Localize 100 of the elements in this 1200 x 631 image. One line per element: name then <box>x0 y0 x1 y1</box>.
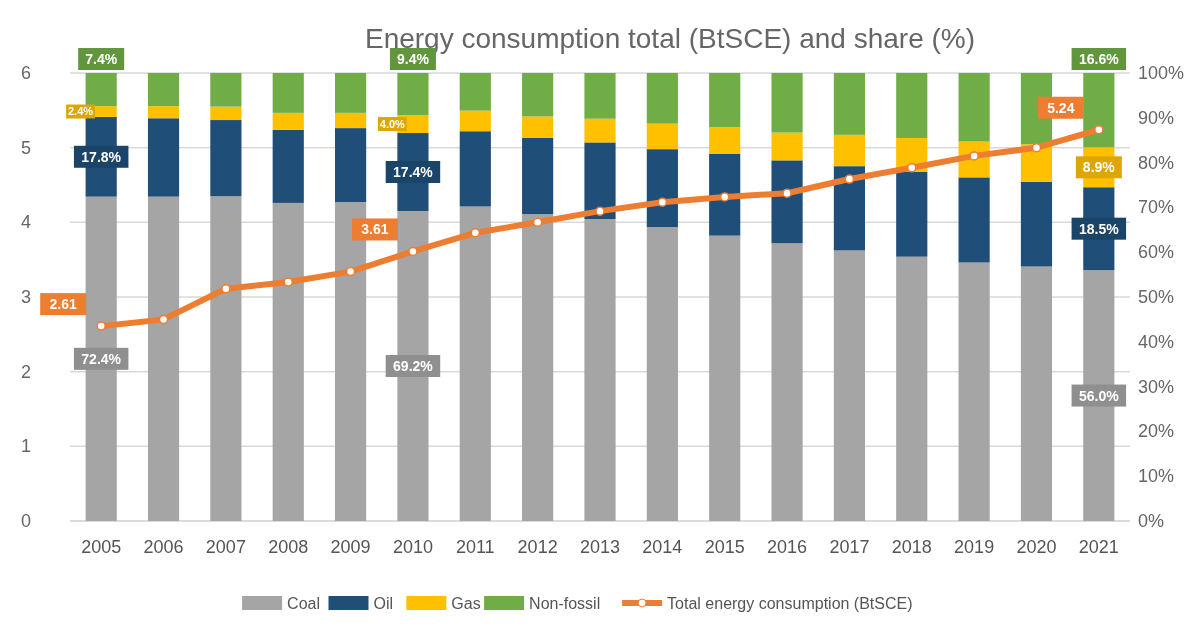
y2-tick-label: 90% <box>1138 107 1175 128</box>
bar <box>646 73 678 124</box>
bar <box>896 256 928 521</box>
point <box>470 228 481 238</box>
bar <box>522 116 554 138</box>
y2-tick-label: 70% <box>1138 197 1175 218</box>
legend-label: Gas <box>451 595 481 612</box>
chart-title: Energy consumption total (BtSCE) and share (%) <box>364 23 976 54</box>
point <box>844 174 855 184</box>
y2-tick-label: 10% <box>1138 466 1175 487</box>
legend-label: Non-fossil <box>529 595 601 612</box>
point <box>782 188 792 198</box>
y2-tick-label: 20% <box>1138 421 1175 442</box>
bar <box>646 149 678 228</box>
x-tick-label: 2021 <box>1078 537 1119 557</box>
legend-label: Total energy consumption (BtSCE) <box>667 595 913 612</box>
bar <box>833 134 865 167</box>
bar <box>833 73 865 135</box>
data-label: 3.61 <box>361 221 389 238</box>
x-tick-label: 2016 <box>767 537 808 557</box>
y-tick-label: 6 <box>20 63 32 83</box>
point <box>1031 142 1042 153</box>
point <box>158 314 169 325</box>
data-label: 4.0% <box>379 118 406 131</box>
bar <box>771 160 803 244</box>
bar <box>584 118 616 143</box>
bar <box>709 73 741 128</box>
bar <box>958 262 990 521</box>
y2-tick-label: 100% <box>1138 63 1185 83</box>
bar <box>335 112 367 129</box>
data-label: 5.24 <box>1047 99 1075 116</box>
point <box>719 192 730 202</box>
x-tick-label: 2012 <box>517 537 558 557</box>
point <box>657 197 668 207</box>
bar <box>459 110 491 132</box>
x-tick-label: 2013 <box>579 537 621 557</box>
x-tick-label: 2009 <box>330 537 371 557</box>
bar <box>459 131 491 207</box>
x-tick-label: 2010 <box>392 537 433 557</box>
y-tick-label: 1 <box>20 436 32 457</box>
legend-label: Coal <box>287 595 321 612</box>
bar <box>459 206 491 521</box>
bar <box>771 243 803 521</box>
y2-tick-label: 50% <box>1138 287 1175 307</box>
data-label: 7.4% <box>85 51 118 68</box>
x-tick-label: 2017 <box>829 537 870 557</box>
bar <box>771 132 803 161</box>
x-tick-label: 2005 <box>81 537 122 557</box>
data-label: 9.4% <box>396 51 430 68</box>
data-label: 69.2% <box>393 358 434 375</box>
bar <box>709 127 741 154</box>
data-label: 17.8% <box>81 148 122 165</box>
bar <box>147 196 180 521</box>
bar <box>958 177 990 263</box>
y-tick-label: 3 <box>20 287 32 307</box>
bar <box>272 202 304 521</box>
bar <box>771 73 803 133</box>
bar <box>272 129 304 203</box>
bar <box>210 196 242 521</box>
point <box>1094 125 1104 135</box>
bar <box>833 250 865 521</box>
bar <box>335 128 367 203</box>
data-label: 16.6% <box>1078 51 1120 68</box>
point <box>595 206 605 216</box>
bar <box>272 73 304 113</box>
data-label: 8.9% <box>1082 159 1116 176</box>
bar <box>896 73 928 138</box>
y2-tick-label: 60% <box>1138 242 1175 263</box>
point <box>532 217 543 228</box>
point <box>907 163 917 173</box>
bar <box>646 227 678 521</box>
data-label: 17.4% <box>393 164 434 181</box>
y2-tick-label: 80% <box>1138 152 1175 173</box>
bar <box>210 120 242 197</box>
x-tick-label: 2019 <box>954 537 995 557</box>
bar <box>1020 181 1053 267</box>
x-tick-label: 2014 <box>642 537 683 557</box>
point <box>345 266 356 277</box>
bar <box>833 166 865 251</box>
data-label: 56.0% <box>1078 387 1120 404</box>
y-tick-label: 0 <box>20 511 32 531</box>
x-tick-label: 2008 <box>268 537 309 557</box>
bar <box>397 73 429 116</box>
bar <box>584 142 616 220</box>
bar <box>522 214 554 521</box>
bar <box>709 153 741 236</box>
bar <box>147 118 180 197</box>
bar <box>272 112 304 130</box>
point <box>283 277 293 287</box>
point <box>408 246 418 257</box>
bar <box>709 235 741 521</box>
y2-tick-label: 30% <box>1138 376 1175 397</box>
x-tick-label: 2011 <box>455 537 495 557</box>
bar <box>646 123 678 150</box>
y2-tick-label: 40% <box>1138 331 1175 352</box>
bar <box>147 106 180 119</box>
bar <box>896 172 928 257</box>
y2-tick-label: 0% <box>1138 511 1165 531</box>
x-tick-label: 2018 <box>891 537 932 557</box>
point <box>96 321 106 331</box>
